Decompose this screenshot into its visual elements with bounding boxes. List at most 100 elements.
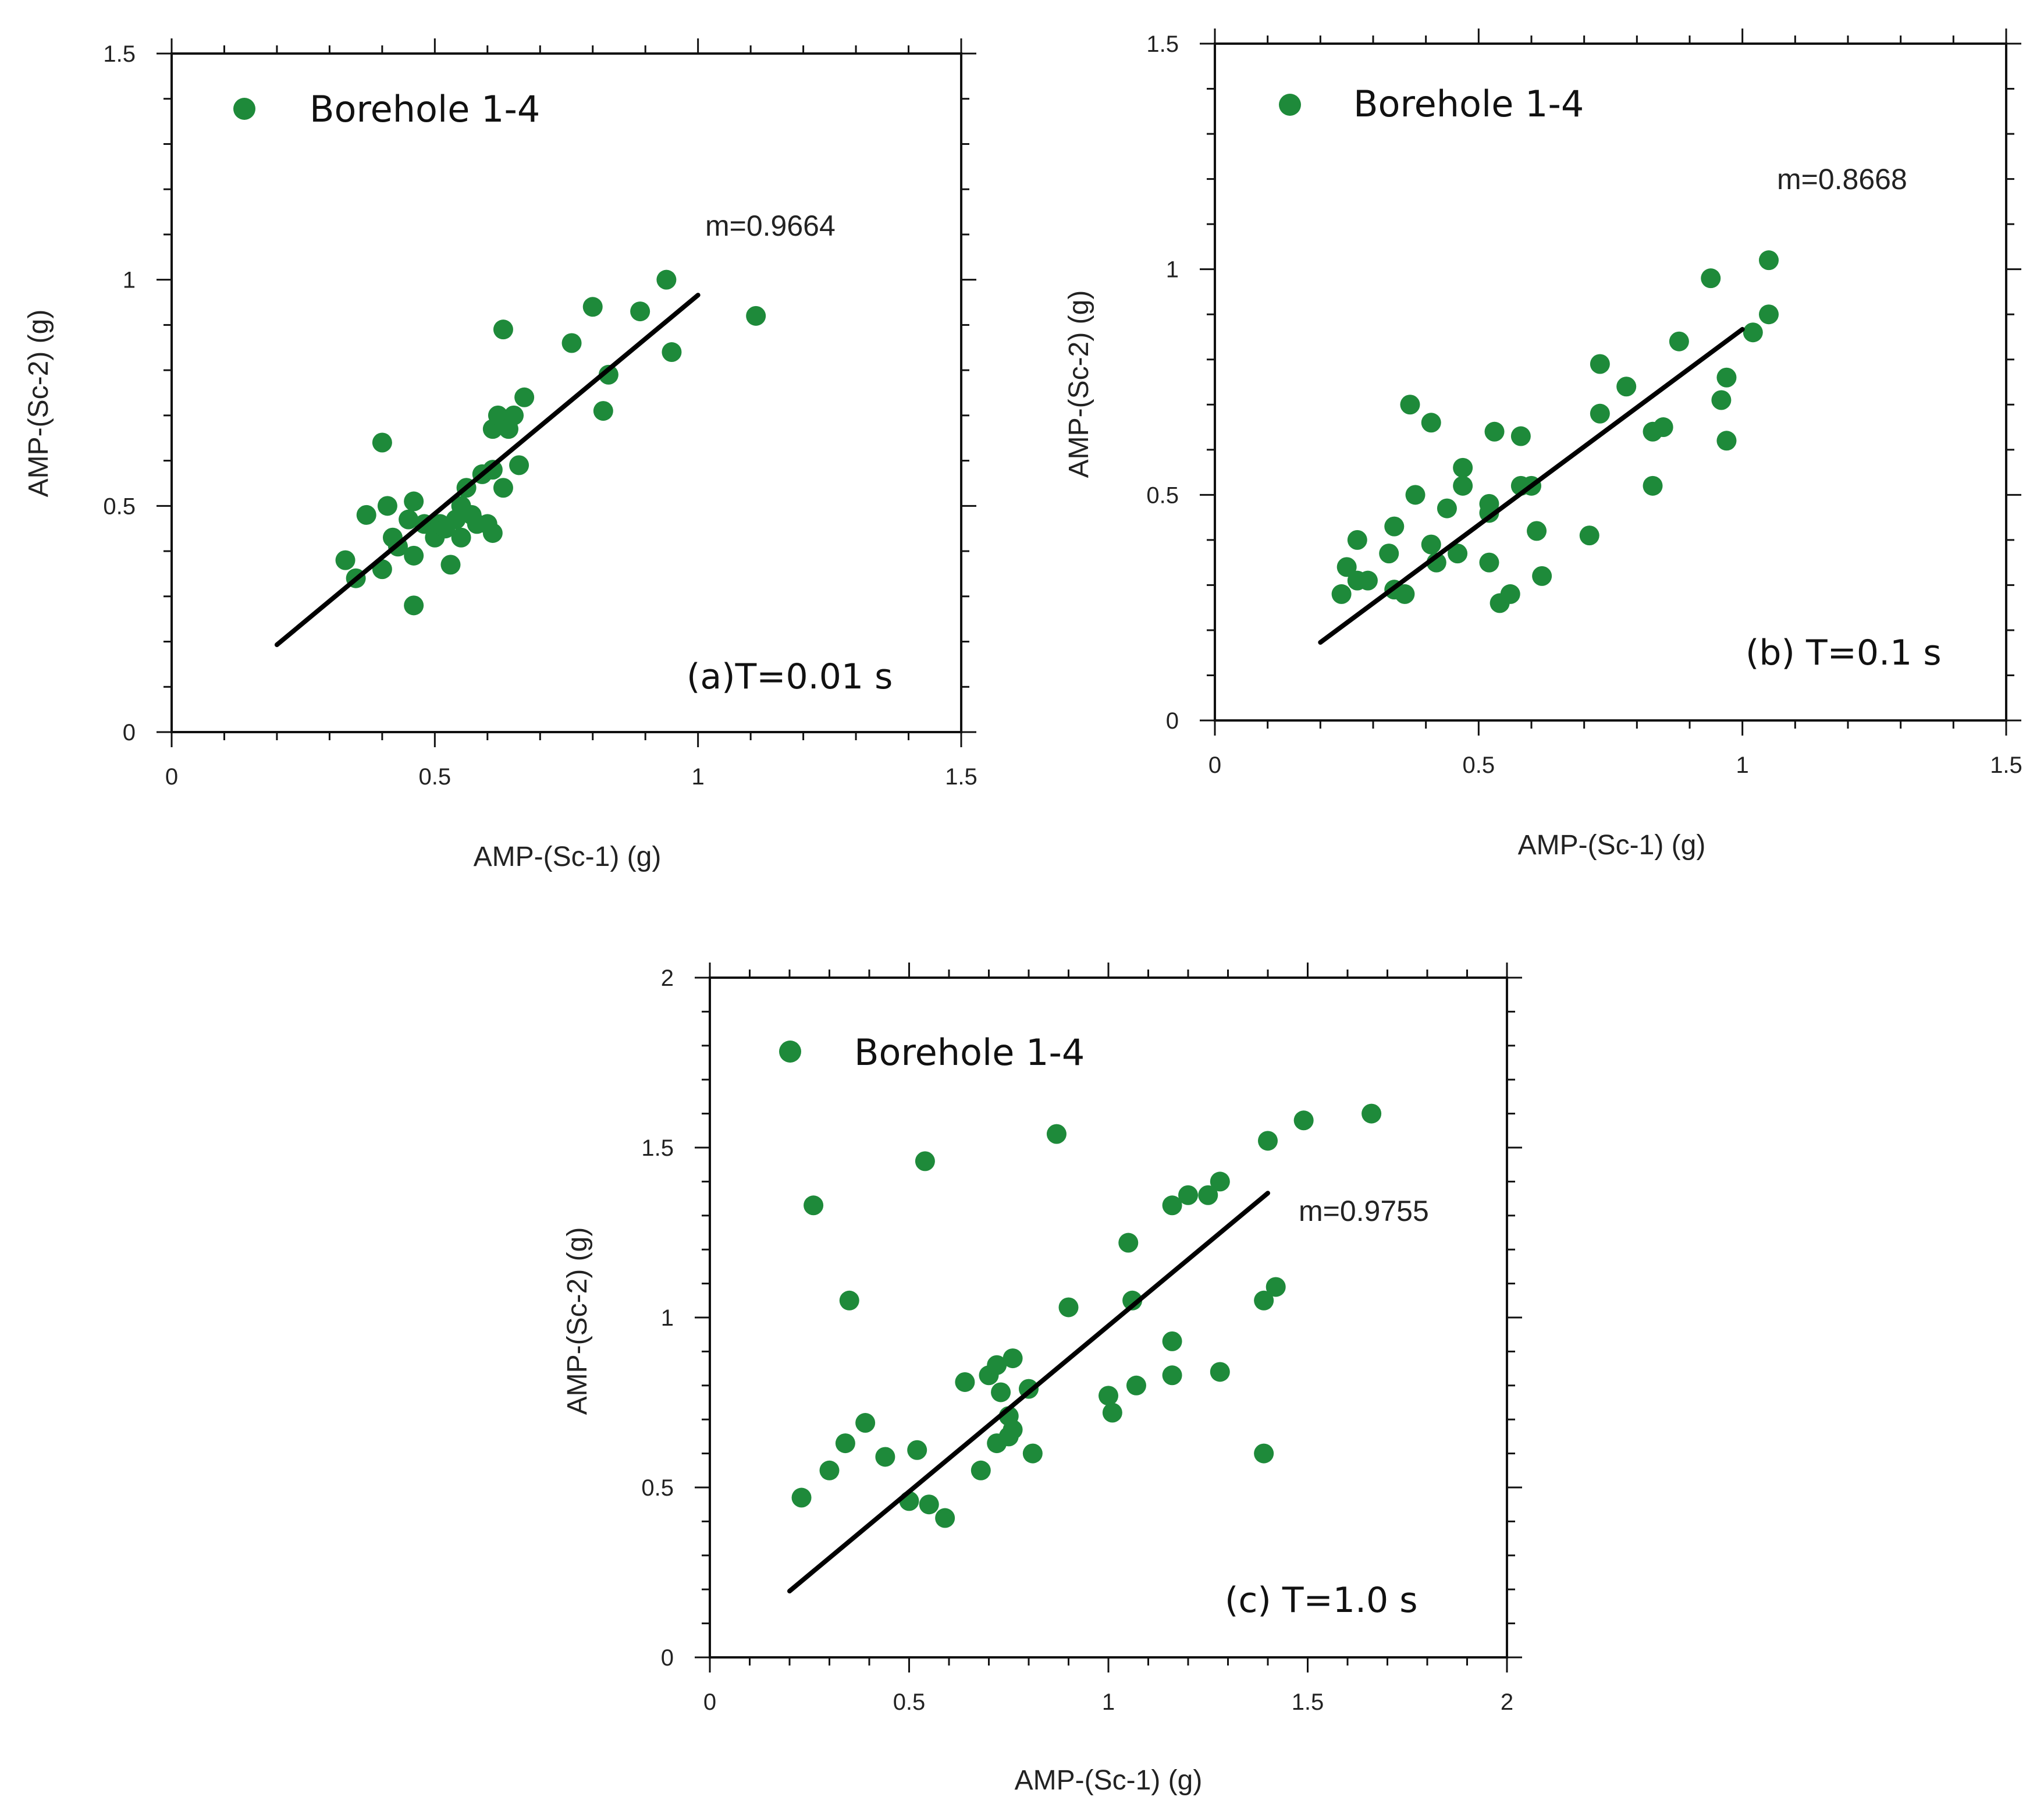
x-tick-label: 1 — [692, 764, 705, 790]
y-axis-title: AMP-(Sc-2) (g) — [1064, 290, 1094, 478]
legend-marker — [1279, 94, 1301, 116]
x-tick-label: 2 — [1501, 1689, 1513, 1715]
data-point — [919, 1494, 939, 1515]
data-point — [855, 1413, 876, 1433]
data-point — [493, 478, 513, 498]
data-point — [1669, 331, 1689, 351]
data-point — [1653, 417, 1673, 438]
data-point — [372, 432, 392, 453]
data-point — [404, 595, 424, 616]
data-point — [656, 269, 677, 290]
data-point — [1162, 1195, 1182, 1216]
x-tick-label: 0.5 — [893, 1689, 926, 1715]
y-tick-label: 1 — [661, 1305, 674, 1331]
data-point — [1118, 1233, 1139, 1253]
x-tick-label: 0 — [703, 1689, 716, 1715]
data-point — [839, 1290, 859, 1311]
regression-line — [274, 293, 701, 647]
regression-line — [787, 1191, 1270, 1594]
data-point — [1590, 403, 1610, 424]
chart-panel-b: 0 0.5 1 1.5 0 0.5 1 1.5 AMP-(Sc-2) (g) AMP-(Sc-… — [1064, 29, 2022, 861]
y-tick-label: 0 — [123, 720, 136, 745]
data-point — [1099, 1386, 1118, 1406]
data-point — [377, 496, 397, 516]
data-point — [915, 1151, 935, 1171]
plot-frame — [1214, 42, 2007, 722]
data-point — [630, 301, 650, 322]
x-tick-label: 1 — [1102, 1689, 1115, 1715]
data-point — [1003, 1348, 1023, 1369]
data-point — [1437, 498, 1457, 519]
chart-panel-a: 0 0.5 1 1.5 0 0.5 1 1.5 AMP-(Sc-2) (g) AMP-(Sc-… — [23, 38, 977, 872]
data-point — [1265, 1277, 1286, 1297]
slope-annotation: m=0.9755 — [1299, 1195, 1429, 1227]
data-point — [482, 523, 503, 543]
data-point — [1003, 1419, 1023, 1440]
data-point — [1162, 1331, 1182, 1351]
data-point — [1198, 1185, 1218, 1205]
y-tick-label: 2 — [661, 965, 674, 991]
y-tick-label: 1 — [1166, 257, 1179, 283]
data-point — [1395, 584, 1415, 604]
data-point — [1162, 1365, 1182, 1386]
data-point — [804, 1195, 824, 1216]
data-point — [907, 1440, 927, 1460]
slope-annotation: m=0.8668 — [1777, 163, 1907, 196]
data-point — [1448, 544, 1468, 564]
data-point — [791, 1487, 812, 1508]
data-point — [1046, 1124, 1067, 1144]
x-tick-label: 1 — [1736, 752, 1749, 778]
y-tick-label: 1.5 — [103, 41, 136, 67]
data-point — [1357, 570, 1378, 591]
regression-line — [1318, 326, 1745, 645]
data-point — [987, 1355, 1007, 1375]
data-point — [598, 364, 618, 385]
panel-label: (b) T=0.1 s — [1746, 633, 1942, 673]
data-point — [404, 545, 424, 566]
data-point — [1254, 1290, 1274, 1311]
data-point — [504, 405, 524, 425]
x-tick-label: 0 — [165, 764, 178, 790]
data-point — [1759, 304, 1779, 325]
data-point — [1527, 521, 1547, 541]
data-point — [1510, 426, 1531, 446]
y-axis-title: AMP-(Sc-2) (g) — [562, 1227, 593, 1415]
data-point — [1022, 1443, 1043, 1464]
data-point — [662, 342, 682, 363]
panel-label: (a)T=0.01 s — [687, 656, 893, 697]
chart-panel-c: 0 0.5 1 1.5 2 0 0.5 1 1.5 2 AMP-(Sc-2) (g) AMP-(S… — [562, 963, 1522, 1796]
legend-marker — [779, 1041, 801, 1063]
data-point — [404, 491, 424, 512]
x-axis-title: AMP-(Sc-1) (g) — [474, 841, 662, 872]
data-point — [1479, 493, 1499, 514]
legend-label: Borehole 1-4 — [310, 88, 540, 130]
data-point — [1210, 1171, 1230, 1192]
plot-frame — [170, 52, 962, 733]
data-point — [1126, 1375, 1146, 1395]
data-point — [1384, 516, 1405, 537]
data-point — [1336, 557, 1357, 577]
data-point — [1421, 534, 1441, 555]
data-point — [746, 306, 766, 326]
x-axis-title: AMP-(Sc-1) (g) — [1518, 830, 1706, 861]
data-point — [1058, 1297, 1079, 1318]
data-point — [1102, 1402, 1122, 1423]
data-point — [1579, 525, 1599, 546]
y-tick-label: 1.5 — [1146, 31, 1179, 57]
legend-label: Borehole 1-4 — [1353, 83, 1584, 125]
y-tick-label: 1.5 — [641, 1135, 674, 1161]
data-point — [335, 550, 356, 570]
x-tick-label: 0.5 — [419, 764, 452, 790]
data-point — [1716, 367, 1737, 388]
y-axis-title: AMP-(Sc-2) (g) — [23, 310, 54, 498]
data-point — [1379, 544, 1399, 564]
x-tick-label: 0 — [1208, 752, 1221, 778]
data-point — [1347, 530, 1367, 550]
data-point — [593, 401, 613, 421]
data-point — [1331, 584, 1352, 604]
data-point — [991, 1382, 1011, 1402]
data-point — [1293, 1110, 1314, 1131]
y-tick-label: 0 — [1166, 708, 1179, 734]
y-tick-label: 0.5 — [641, 1475, 674, 1501]
data-point — [1178, 1185, 1198, 1205]
